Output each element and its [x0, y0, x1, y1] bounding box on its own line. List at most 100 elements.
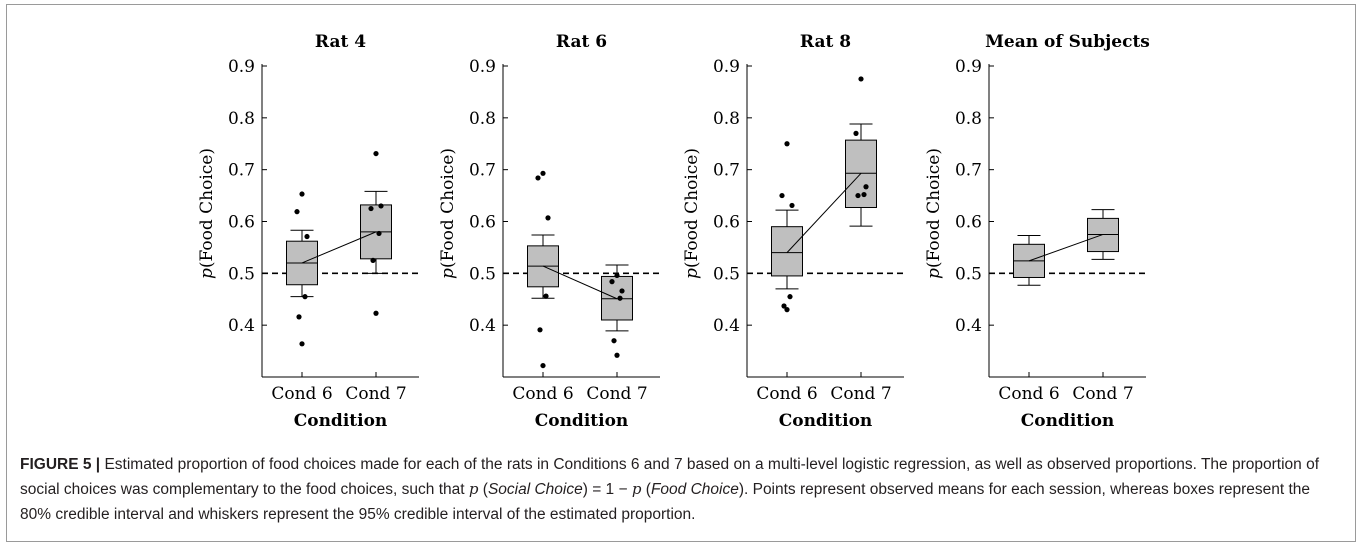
- chart-panel-3: Rat 8 0.4 0.5 0.6 0.7 0.8 0.9 p(Food Choice) Con…: [682, 32, 904, 431]
- y-tick-label: 0.4: [228, 316, 255, 336]
- y-tick-label: 0.4: [713, 316, 740, 336]
- x-tick-label: Cond 6: [998, 384, 1059, 404]
- y-axis-label-p: p: [924, 268, 944, 279]
- y-tick-label: 0.7: [228, 161, 255, 181]
- caption-p-symbol-1: p: [468, 480, 479, 498]
- caption-label: FIGURE 5 |: [20, 456, 101, 473]
- data-point: [378, 203, 384, 209]
- y-tick-label: 0.7: [955, 161, 982, 181]
- y-tick-label: 0.9: [228, 57, 255, 77]
- y-tick-label: 0.5: [228, 264, 255, 284]
- data-point: [853, 130, 859, 136]
- median-connector: [1028, 233, 1104, 262]
- data-point: [373, 310, 379, 316]
- x-tick-label: Cond 6: [756, 384, 817, 404]
- caption-p-symbol-2: p: [631, 480, 642, 498]
- data-point: [543, 293, 549, 299]
- data-point: [540, 170, 546, 176]
- caption-social-choice: Social Choice: [487, 481, 583, 498]
- y-tick-label: 0.5: [469, 264, 496, 284]
- x-axis-label: Condition: [294, 411, 388, 431]
- y-tick-label: 0.5: [955, 264, 982, 284]
- data-point: [368, 205, 374, 212]
- y-axis-label-text: (Food Choice): [438, 148, 458, 268]
- box-interval: [1087, 217, 1119, 253]
- y-tick-label: 0.6: [469, 213, 496, 233]
- caption-paren-2: (: [641, 481, 651, 498]
- y-axis-label: p(Food Choice): [924, 148, 944, 279]
- y-tick-label: 0.7: [469, 161, 496, 181]
- x-tick-label: Cond 7: [1072, 384, 1133, 404]
- x-axis-label: Condition: [535, 411, 629, 431]
- data-point: [614, 272, 620, 279]
- x-axis-label: Condition: [1021, 411, 1115, 431]
- data-point: [619, 288, 625, 294]
- chart-panel-1: Rat 4 0.4 0.5 0.6 0.7 0.8 0.9 p(Food Choice) Con…: [197, 32, 419, 431]
- y-axis-label-p: p: [197, 268, 217, 279]
- data-point: [304, 233, 310, 240]
- data-point: [863, 184, 869, 190]
- y-tick-label: 0.8: [713, 109, 740, 129]
- median-connector: [786, 172, 862, 253]
- y-axis-label: p(Food Choice): [682, 148, 702, 279]
- chart-panel-2: Rat 6 0.4 0.5 0.6 0.7 0.8 0.9 p(Food Choice) Con…: [438, 32, 660, 431]
- x-tick-label: Cond 7: [830, 384, 891, 404]
- caption-paren-1: (: [478, 481, 488, 498]
- x-tick-label: Cond 6: [271, 384, 332, 404]
- y-axis-label: p(Food Choice): [197, 148, 217, 279]
- x-tick-label: Cond 7: [586, 384, 647, 404]
- data-point: [299, 341, 305, 347]
- data-point: [611, 338, 617, 344]
- figure-plots: Rat 40.40.50.60.70.80.9p(Food Choice)Con…: [197, 32, 1150, 431]
- data-point: [858, 76, 864, 82]
- y-axis-label-p: p: [682, 268, 702, 279]
- caption-equation: ) = 1 −: [582, 481, 632, 498]
- median-connector: [301, 231, 377, 264]
- y-tick-label: 0.9: [713, 57, 740, 77]
- data-point: [373, 150, 379, 157]
- data-point: [861, 191, 867, 198]
- data-point: [370, 257, 376, 263]
- data-point: [789, 202, 795, 209]
- y-tick-label: 0.4: [955, 316, 982, 336]
- y-tick-label: 0.6: [228, 213, 255, 233]
- y-tick-label: 0.9: [955, 57, 982, 77]
- y-axis-label-text: (Food Choice): [924, 148, 944, 268]
- chart-title: Rat 6: [556, 32, 607, 52]
- data-point: [545, 215, 551, 221]
- data-point: [784, 141, 790, 147]
- x-tick-label: Cond 7: [345, 384, 406, 404]
- x-axis-label: Condition: [779, 411, 873, 431]
- chart-title: Mean of Subjects: [985, 32, 1150, 52]
- figure-caption: FIGURE 5 | Estimated proportion of food …: [20, 452, 1340, 527]
- data-point: [296, 314, 302, 320]
- y-tick-label: 0.8: [228, 109, 255, 129]
- y-axis-label-text: (Food Choice): [682, 148, 702, 268]
- y-axis-label: p(Food Choice): [438, 148, 458, 279]
- y-tick-label: 0.9: [469, 57, 496, 77]
- caption-text-2: ). Points represent observed means for e…: [20, 481, 1311, 523]
- caption-text-1: Estimated proportion of food choices mad…: [20, 456, 1320, 498]
- y-tick-label: 0.4: [469, 316, 496, 336]
- data-point: [609, 279, 615, 285]
- data-point: [302, 294, 308, 300]
- y-tick-label: 0.6: [713, 213, 740, 233]
- caption-food-choice: Food Choice: [650, 481, 739, 498]
- y-tick-label: 0.8: [955, 109, 982, 129]
- data-point: [537, 327, 543, 333]
- chart-title: Rat 4: [315, 32, 366, 52]
- chart-title: Rat 8: [800, 32, 851, 52]
- data-point: [299, 191, 305, 197]
- data-point: [784, 307, 790, 313]
- data-point: [535, 175, 541, 181]
- box-interval: [771, 226, 803, 277]
- y-tick-label: 0.7: [713, 161, 740, 181]
- data-point: [614, 352, 620, 358]
- data-point: [617, 295, 623, 301]
- y-tick-label: 0.6: [955, 213, 982, 233]
- data-point: [294, 209, 300, 215]
- data-point: [779, 192, 785, 199]
- y-axis-label-text: (Food Choice): [197, 148, 217, 268]
- x-tick-label: Cond 6: [512, 384, 573, 404]
- data-point: [376, 230, 382, 237]
